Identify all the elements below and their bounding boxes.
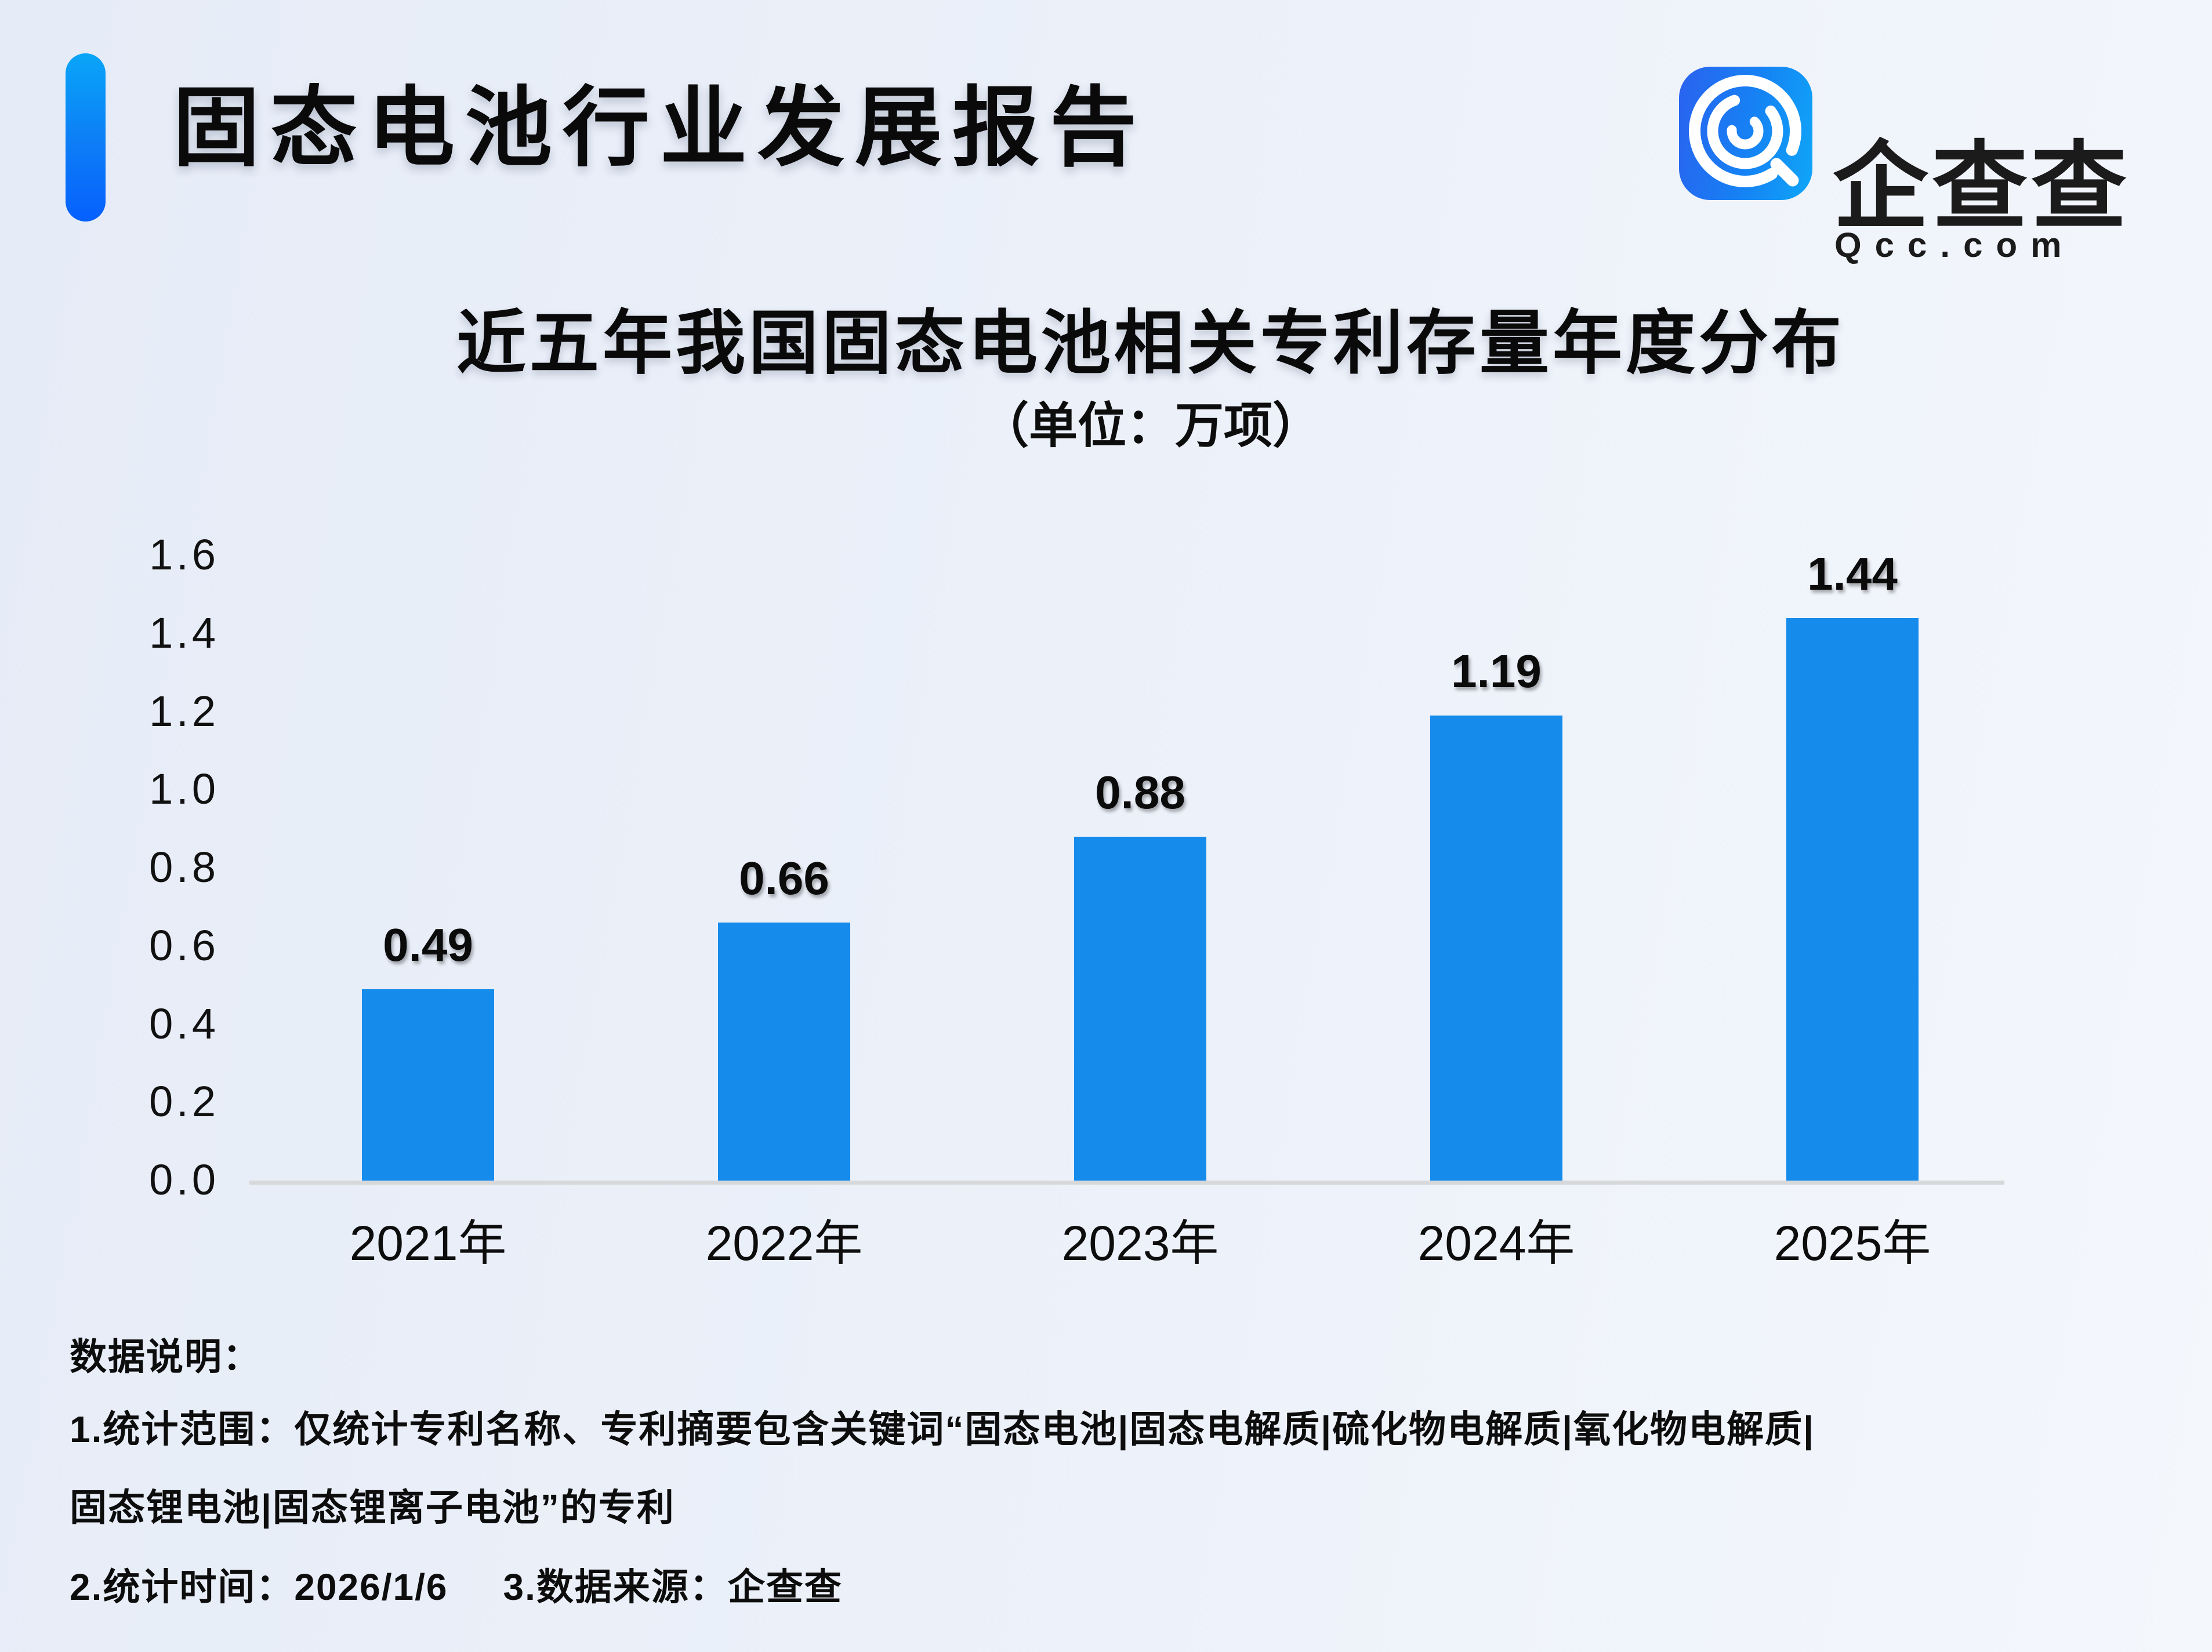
notes-line-3: 2.统计时间：2026/1/6 3.数据来源：企查查 [70, 1566, 843, 1608]
notes-heading: 数据说明： [70, 1336, 261, 1378]
page-title: 固态电池行业发展报告 [173, 79, 1148, 176]
bar-value-label: 0.49 [383, 919, 473, 971]
qcc-logo: 企查查 Qcc.com [1679, 67, 2143, 263]
qcc-logo-text: 企查查 [1833, 133, 2130, 240]
bar-2025年 [1786, 618, 1919, 1181]
y-axis-tick-label: 0.2 [149, 1077, 219, 1126]
bar-2023年 [1074, 837, 1206, 1181]
qcc-logo-icon [1679, 67, 1812, 200]
x-axis-category-label: 2023年 [1061, 1216, 1219, 1270]
bar-value-label: 1.19 [1451, 645, 1542, 697]
notes-stat-date: 2.统计时间：2026/1/6 [70, 1566, 448, 1608]
y-axis-tick-label: 0.8 [149, 843, 219, 891]
y-axis-tick-label: 1.6 [149, 531, 219, 579]
qcc-logo-domain: Qcc.com [1834, 226, 2075, 264]
y-axis-tick-label: 1.4 [149, 608, 219, 657]
x-axis-category-label: 2021年 [349, 1216, 507, 1270]
x-axis-category-label: 2024年 [1417, 1216, 1575, 1270]
bar-value-label: 0.66 [739, 852, 829, 904]
bar-2024年 [1430, 716, 1562, 1181]
chart-unit-label: （单位：万项） [980, 398, 1322, 453]
y-axis-tick-label: 0.6 [149, 921, 219, 970]
bar-value-label: 1.44 [1807, 548, 1898, 600]
notes-data-source: 3.数据来源：企查查 [503, 1566, 843, 1608]
bar-2022年 [718, 923, 850, 1181]
y-axis-tick-label: 1.0 [149, 765, 219, 814]
x-axis-category-label: 2022年 [705, 1216, 863, 1270]
notes-line-1: 1.统计范围：仅统计专利名称、专利摘要包含关键词“固态电池|固态电解质|硫化物电… [70, 1408, 1815, 1450]
chart-title: 近五年我国固态电池相关专利存量年度分布 [456, 304, 1845, 382]
title-accent-bar [66, 53, 106, 222]
y-axis-tick-label: 1.2 [149, 687, 219, 735]
x-axis-category-label: 2025年 [1774, 1216, 1931, 1270]
x-axis-line [249, 1181, 2004, 1185]
notes-line-2: 固态锂电池|固态锂离子电池”的专利 [70, 1487, 675, 1528]
y-axis-tick-label: 0.4 [149, 999, 219, 1048]
bar-2021年 [362, 989, 494, 1181]
y-axis-tick-label: 0.0 [149, 1156, 219, 1204]
bar-value-label: 0.88 [1095, 767, 1185, 818]
